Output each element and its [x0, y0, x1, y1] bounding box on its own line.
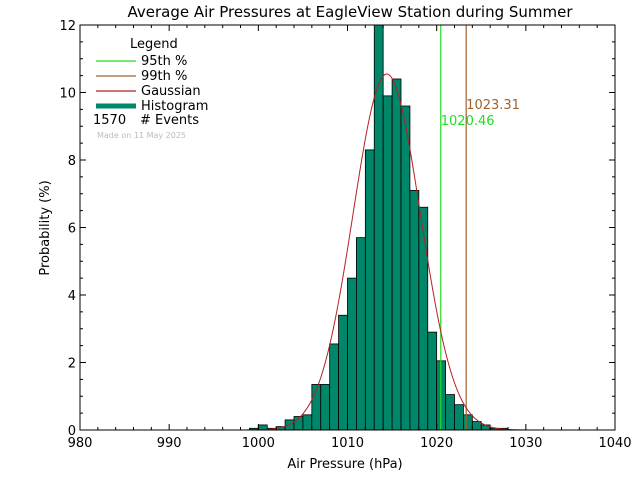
- x-axis-ticks: 980 990 1000 1010 1020 1030 1040: [68, 25, 632, 451]
- x-axis-label: Air Pressure (hPa): [287, 457, 402, 472]
- y-tick-label: 12: [59, 19, 76, 34]
- y-tick-label: 4: [68, 289, 76, 304]
- histogram-bar: [311, 384, 322, 431]
- histogram-bar: [454, 404, 464, 431]
- histogram-bar: [302, 414, 313, 431]
- y-axis-label: Probability (%): [38, 180, 53, 275]
- x-tick-label: 1000: [242, 436, 275, 451]
- histogram-bar: [329, 343, 339, 431]
- histogram-bar: [373, 24, 384, 431]
- histogram-bar: [409, 189, 420, 431]
- legend-entry-label: 99th %: [141, 69, 187, 84]
- histogram-bar: [445, 394, 455, 431]
- histogram-bar: [382, 95, 393, 431]
- made-on-note: Made on 11 May 2025: [97, 131, 186, 140]
- histogram-bar: [400, 105, 411, 431]
- legend-entry-label: Histogram: [141, 99, 208, 114]
- percentile-label: 1020.46: [441, 114, 495, 129]
- y-tick-label: 0: [68, 424, 76, 439]
- percentile-lines: [440, 25, 467, 430]
- x-tick-label: 1010: [331, 436, 364, 451]
- histogram-bar: [391, 78, 402, 431]
- histogram-bar: [364, 149, 375, 431]
- legend-entry-label: 95th %: [141, 54, 187, 69]
- histogram-bar: [418, 206, 429, 431]
- histogram-bar: [338, 314, 348, 431]
- histogram-bar: [427, 331, 438, 431]
- y-tick-label: 8: [68, 154, 76, 169]
- histogram-bar: [356, 237, 366, 431]
- x-tick-label: 1040: [598, 436, 631, 451]
- legend-title: Legend: [130, 37, 178, 52]
- events-label: # Events: [140, 113, 199, 128]
- histogram-bar: [463, 414, 473, 431]
- histogram-bar: [347, 277, 357, 431]
- events-count: 1570: [93, 113, 126, 128]
- chart-title: Average Air Pressures at EagleView Stati…: [127, 3, 573, 21]
- histogram-bar: [471, 421, 482, 431]
- x-tick-label: 980: [68, 436, 93, 451]
- legend-entry-label: Gaussian: [141, 84, 201, 99]
- x-tick-label: 1020: [420, 436, 453, 451]
- y-axis-ticks: 0 2 4 6 8 10 12: [59, 19, 615, 439]
- x-tick-label: 990: [157, 436, 182, 451]
- y-tick-label: 2: [68, 357, 76, 372]
- y-tick-label: 10: [59, 87, 76, 102]
- y-tick-label: 6: [68, 222, 76, 237]
- percentile-label: 1023.31: [466, 98, 520, 113]
- x-tick-label: 1030: [509, 436, 542, 451]
- histogram-bar: [320, 384, 331, 431]
